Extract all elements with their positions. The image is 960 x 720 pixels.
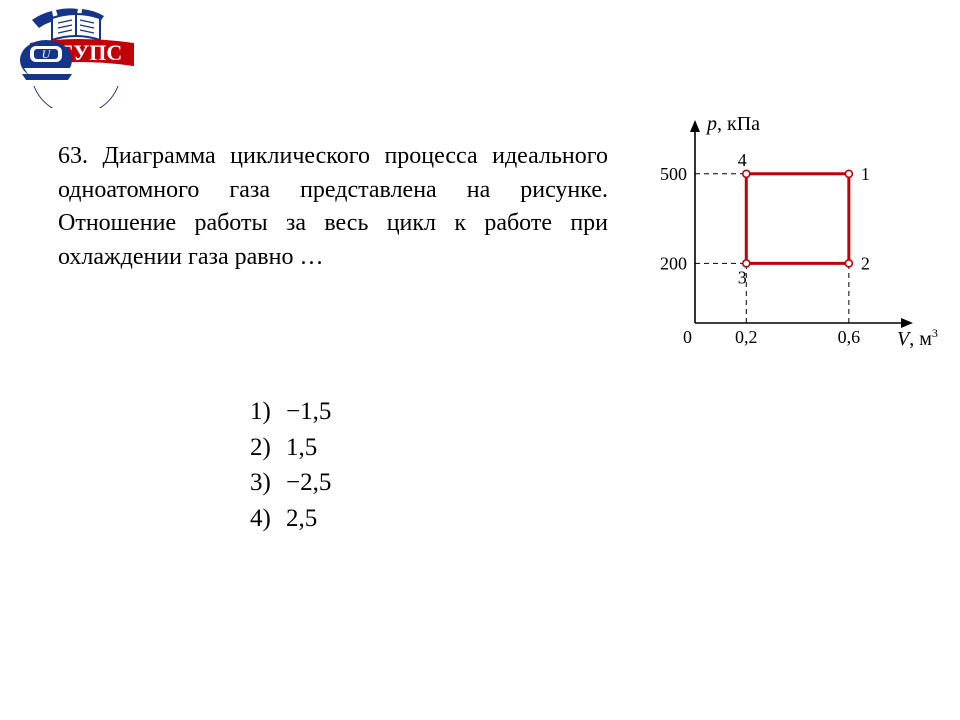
problem-body: Диаграмма циклического процесса идеально…: [58, 143, 608, 270]
svg-text:V, м3: V, м3: [897, 326, 938, 350]
answer-option-2: 2) 1,5: [250, 430, 331, 466]
answer-options: 1) −1,5 2) 1,5 3) −2,5 4) 2,5: [250, 394, 331, 536]
svg-text:2: 2: [861, 253, 870, 273]
problem-statement: 63. Диаграмма циклического процесса идеа…: [58, 140, 608, 274]
university-logo: РГУПС U: [12, 8, 140, 108]
svg-text:p, кПа: p, кПа: [705, 113, 760, 135]
svg-text:200: 200: [660, 253, 687, 273]
svg-text:4: 4: [738, 150, 747, 170]
problem-number: 63.: [58, 143, 88, 169]
svg-text:3: 3: [738, 267, 747, 287]
svg-text:0,6: 0,6: [838, 327, 861, 347]
answer-option-4: 4) 2,5: [250, 501, 331, 537]
svg-text:1: 1: [861, 164, 870, 184]
answer-option-3: 3) −2,5: [250, 465, 331, 501]
logo-letter: U: [42, 47, 52, 61]
pv-diagram: 1 2 3 4 0,2 0,6 200 500 0 p, кПа V, м3: [640, 108, 940, 358]
answer-option-1: 1) −1,5: [250, 394, 331, 430]
svg-text:0: 0: [683, 327, 692, 347]
svg-text:0,2: 0,2: [735, 327, 758, 347]
svg-text:500: 500: [660, 164, 687, 184]
